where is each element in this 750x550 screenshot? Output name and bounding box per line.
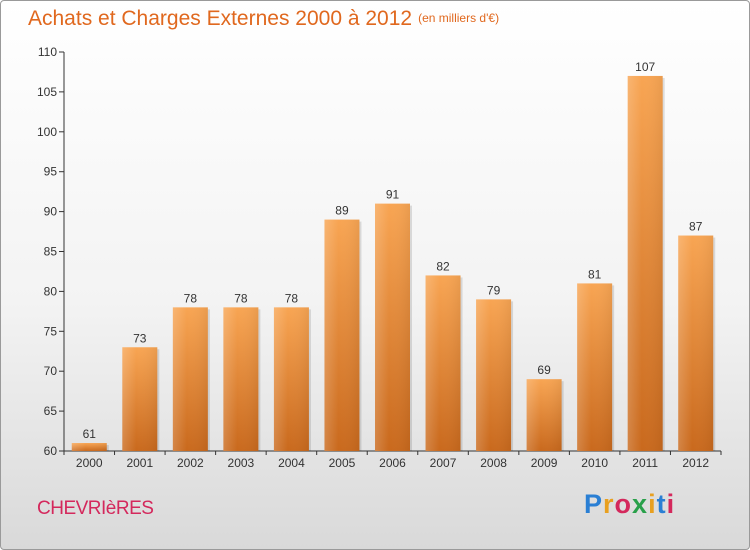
y-tick-label: 95	[44, 165, 58, 179]
x-tick-label: 2003	[228, 456, 255, 470]
bar-highlight	[223, 307, 259, 451]
chart-unit: (en milliers d'€)	[418, 11, 500, 25]
bar-value-label: 61	[83, 427, 97, 441]
bar-highlight	[273, 307, 309, 451]
y-tick-label: 110	[38, 45, 57, 59]
chart-title-text: Achats et Charges Externes 2000 à 2012	[28, 7, 413, 30]
x-tick-label: 2009	[531, 456, 558, 470]
bar-value-label: 82	[436, 259, 450, 273]
logo-letter: P	[584, 489, 604, 519]
bar-value-label: 91	[386, 188, 400, 202]
x-tick-label: 2006	[379, 456, 406, 470]
bar-value-label: 89	[335, 204, 349, 218]
x-tick-label: 2001	[126, 456, 153, 470]
bar-highlight	[324, 219, 360, 451]
logo-letter: i	[648, 489, 657, 519]
y-tick-label: 80	[44, 284, 58, 298]
logo-letter: t	[656, 489, 667, 519]
y-tick-label: 100	[37, 125, 57, 139]
y-tick-label: 75	[44, 324, 58, 338]
logo-letter: x	[632, 489, 649, 519]
y-tick-label: 70	[44, 364, 58, 378]
bar-highlight	[172, 307, 208, 451]
x-tick-label: 2002	[177, 456, 204, 470]
x-tick-label: 2012	[682, 456, 709, 470]
bar-highlight	[425, 275, 461, 451]
x-tick-label: 2011	[632, 456, 658, 470]
x-tick-label: 2000	[76, 456, 103, 470]
bar-value-label: 87	[689, 220, 703, 234]
bar-highlight	[678, 235, 714, 451]
bar-highlight	[375, 203, 410, 451]
bar-highlight	[526, 379, 562, 451]
chart-title: Achats et Charges Externes 2000 à 2012 (e…	[28, 7, 499, 31]
x-tick-label: 2008	[480, 456, 507, 470]
y-tick-label: 90	[44, 205, 58, 219]
x-tick-label: 2010	[581, 456, 608, 470]
bar-value-label: 78	[285, 291, 299, 305]
bar-highlight	[71, 443, 107, 451]
bar-highlight	[122, 347, 158, 451]
y-tick-label: 85	[44, 245, 58, 259]
x-tick-label: 2005	[329, 456, 356, 470]
proxiti-logo: Proxiti	[584, 489, 675, 520]
x-tick-label: 2007	[430, 456, 457, 470]
y-tick-label: 65	[44, 404, 58, 418]
bar-value-label: 73	[133, 331, 147, 345]
bar-highlight	[627, 75, 663, 451]
bar-value-label: 107	[635, 60, 655, 74]
bar-value-label: 78	[184, 291, 198, 305]
bar-value-label: 78	[234, 291, 248, 305]
bar-value-label: 79	[487, 283, 501, 297]
bar-highlight	[476, 299, 512, 451]
logo-letter: r	[603, 489, 615, 519]
bar-value-label: 81	[588, 267, 602, 281]
x-tick-label: 2004	[278, 456, 305, 470]
bar-highlight	[577, 283, 613, 451]
location-name: CHEVRIèRES	[37, 498, 154, 519]
bar-value-label: 69	[537, 363, 551, 377]
y-tick-label: 105	[37, 85, 57, 99]
y-tick-label: 60	[44, 444, 58, 458]
logo-letter: o	[614, 489, 633, 519]
logo-letter: i	[666, 489, 676, 519]
